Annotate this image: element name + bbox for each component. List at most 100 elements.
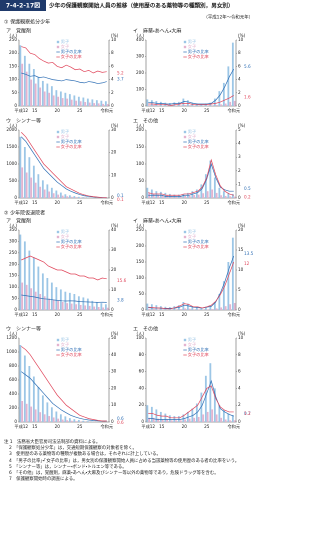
end-value-label: 0.1 [117,197,124,202]
bar [215,105,218,106]
bar [37,76,40,106]
bar [46,278,49,310]
bar [200,307,203,310]
figure-title: 少年の保護観察開始人員の推移（使用歴のある薬物等の種類別，男女別） [49,2,234,10]
y2-tick-label: 4 [238,77,241,82]
bar [182,302,185,310]
bar [55,411,58,422]
y-tick-label: 200 [136,70,144,75]
bar [209,160,212,198]
y2-tick-label: 0 [238,195,241,200]
bar [91,300,94,310]
bar [28,366,31,422]
bar [220,195,223,198]
y2-tick-label: 20 [238,227,244,232]
y-tick-label: 80 [139,352,145,357]
bar [197,309,200,310]
bar [64,416,67,422]
bar [70,99,73,106]
y-tick-label: 600 [9,377,17,382]
bar [224,419,227,422]
bar [68,94,71,106]
y2-tick-label: 2 [111,90,114,95]
period: （平成12年～令和元年） [204,14,254,21]
x-tick-label: 25 [77,200,83,205]
y2-axis-label: (%) [238,331,246,336]
bar [227,262,230,310]
x-tick-label: 15 [32,108,38,113]
y-tick-label: 100 [9,77,17,82]
y-tick-label: 0 [14,195,17,200]
y-tick-label: 2000 [6,127,17,132]
bar [32,165,35,198]
bar [64,194,67,198]
bar [57,300,60,310]
bar [182,193,185,198]
chart-title: ア 覚醒剤 [6,218,31,225]
bar [55,90,58,106]
line [21,371,107,422]
bar [48,298,51,310]
bar [204,306,207,310]
x-tick-label: 平成12 [14,107,28,114]
y2-tick-label: 30 [111,369,117,374]
bar [222,410,225,422]
x-tick-label: 15 [32,312,38,317]
bar [46,402,49,422]
x-tick-label: 20 [55,200,61,205]
y2-tick-label: 0 [111,307,114,312]
legend-label: 男子の比率 [188,48,209,55]
page: 7-4-2-17図 少年の保護観察開始人員の推移（使用歴のある薬物等の種類別，男… [0,0,254,483]
bar [191,191,194,198]
bar [73,95,76,106]
bar [23,55,26,106]
bar [93,103,96,106]
bar [173,102,176,106]
end-value-label: 3.8 [117,297,124,302]
y-tick-label: 0 [141,103,144,108]
bar [211,409,214,422]
x-tick-label: 20 [182,312,188,317]
y2-axis-label: (%) [238,223,246,228]
bar [68,195,71,198]
bar [77,420,80,422]
bar [170,420,173,422]
bar [104,304,107,310]
bar [70,196,73,198]
line [148,95,234,106]
bar [52,95,55,106]
line [148,385,234,419]
y-tick-label: 800 [9,363,17,368]
bar [233,100,236,106]
y-axis-label: (人) [137,331,145,336]
x-tick-label: 25 [204,424,210,429]
x-tick-label: 25 [77,424,83,429]
y2-tick-label: 3 [238,154,241,159]
bar [177,416,180,422]
x-tick-label: 15 [32,200,38,205]
y-tick-label: 250 [136,227,144,232]
bar [148,105,151,106]
bar [73,196,76,198]
line [21,46,107,74]
y-tick-label: 100 [136,87,144,92]
bar [215,192,218,198]
legend-label: 男子の比率 [61,238,82,245]
bar [188,418,191,422]
bar [161,419,164,422]
bar [179,309,182,310]
bar [21,63,24,106]
bar [179,196,182,198]
legend-swatch [56,135,60,139]
end-value-label: 5.2 [117,71,124,76]
x-tick-label: 令和元 [227,199,240,206]
y-tick-label: 0 [14,103,17,108]
bar [84,102,87,106]
bar [150,100,153,106]
y2-axis-label: (%) [111,33,119,38]
bar [179,105,182,106]
y-tick-label: 100 [136,161,144,166]
y2-tick-label: 4 [111,77,114,82]
legend-swatch [183,338,187,342]
y2-tick-label: 1 [238,181,241,186]
